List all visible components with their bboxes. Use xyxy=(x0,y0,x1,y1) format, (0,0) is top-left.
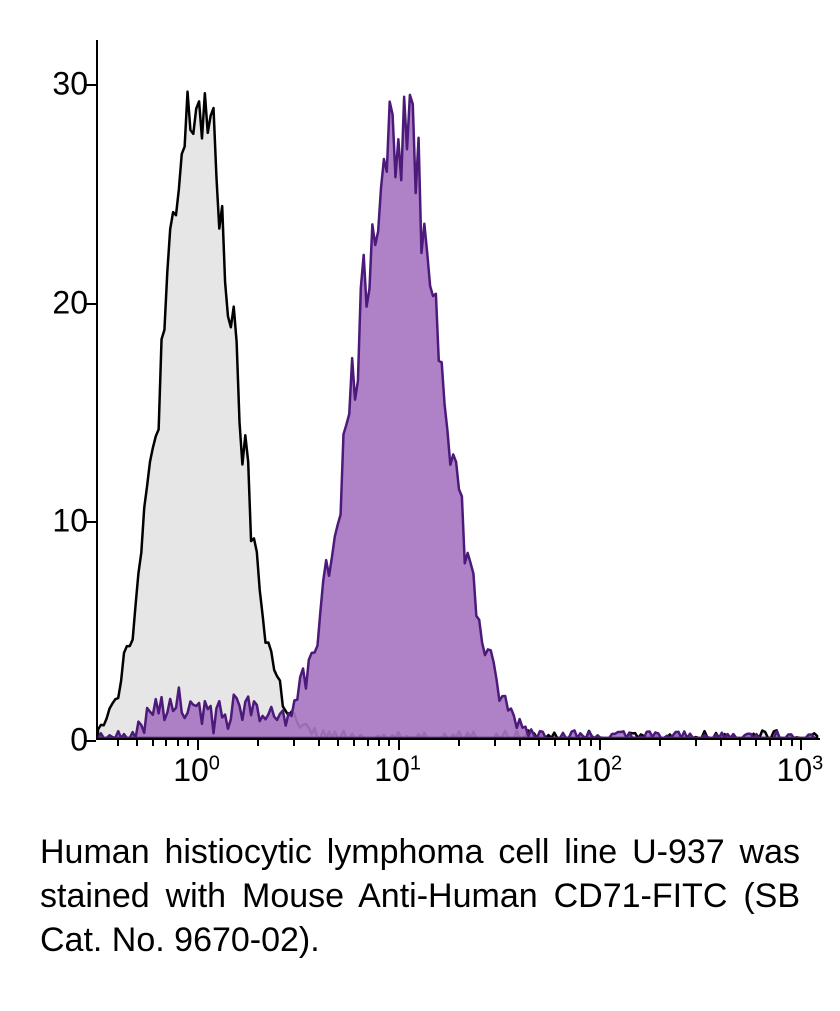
x-tick xyxy=(800,740,802,750)
x-tick-minor xyxy=(318,740,320,746)
x-tick-minor xyxy=(739,740,741,746)
x-tick-label: 100 xyxy=(173,752,220,789)
x-tick-minor xyxy=(590,740,592,746)
x-tick-minor xyxy=(187,740,189,746)
x-tick-minor xyxy=(791,740,793,746)
y-tick-label: 30 xyxy=(52,65,88,102)
caption-text: Human histiocytic lymphoma cell line U-9… xyxy=(40,830,800,963)
x-tick-minor xyxy=(720,740,722,746)
x-tick-minor xyxy=(695,740,697,746)
x-tick-minor xyxy=(659,740,661,746)
x-tick-minor xyxy=(388,740,390,746)
x-tick-minor xyxy=(367,740,369,746)
x-tick-minor xyxy=(152,740,154,746)
x-tick xyxy=(197,740,199,750)
x-tick-minor xyxy=(579,740,581,746)
y-tick-label: 0 xyxy=(70,722,88,759)
x-tick-minor xyxy=(177,740,179,746)
plot-area xyxy=(96,40,820,740)
x-tick-minor xyxy=(337,740,339,746)
x-tick-minor xyxy=(353,740,355,746)
x-tick-minor xyxy=(117,740,119,746)
x-tick-minor xyxy=(780,740,782,746)
x-tick xyxy=(599,740,601,750)
x-tick-minor xyxy=(538,740,540,746)
x-tick-minor xyxy=(136,740,138,746)
x-tick-label: 102 xyxy=(575,752,622,789)
y-tick-label: 10 xyxy=(52,503,88,540)
histogram-svg xyxy=(98,40,820,738)
x-tick xyxy=(398,740,400,750)
y-tick-label: 20 xyxy=(52,284,88,321)
chart-container: 0102030 100101102103 xyxy=(30,20,820,780)
x-tick-minor xyxy=(257,740,259,746)
x-tick-label: 103 xyxy=(777,752,824,789)
x-tick-minor xyxy=(378,740,380,746)
x-tick-minor xyxy=(519,740,521,746)
x-tick-minor xyxy=(755,740,757,746)
x-tick-minor xyxy=(165,740,167,746)
x-tick-minor xyxy=(293,740,295,746)
x-tick-minor xyxy=(769,740,771,746)
x-tick-minor xyxy=(568,740,570,746)
x-tick-minor xyxy=(554,740,556,746)
x-tick-minor xyxy=(458,740,460,746)
x-tick-label: 101 xyxy=(374,752,421,789)
x-tick-minor xyxy=(494,740,496,746)
